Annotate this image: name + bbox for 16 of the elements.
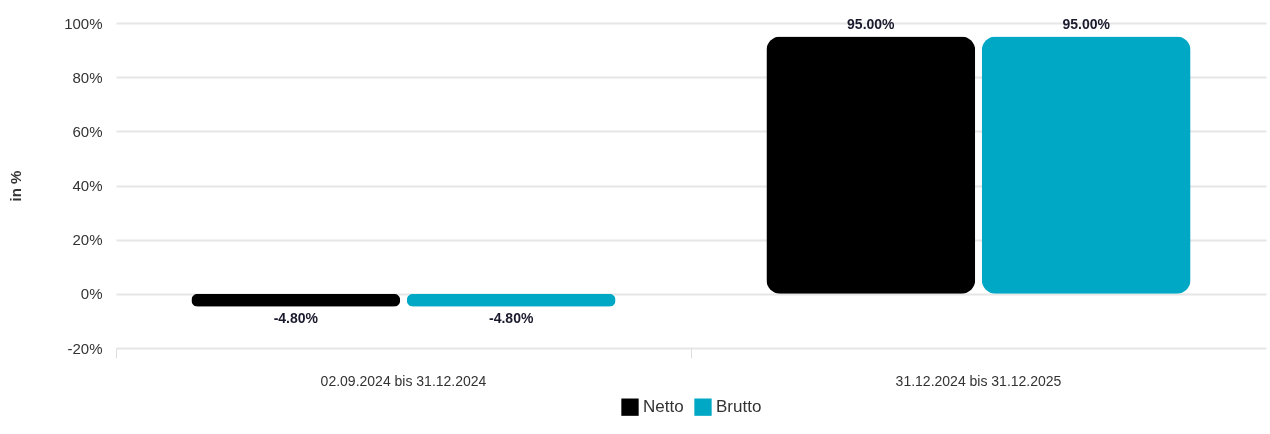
data-label: 95.00% <box>1062 15 1111 32</box>
data-label: -4.80% <box>273 309 319 326</box>
legend-label: Netto <box>643 397 684 417</box>
y-tick-label: 80% <box>72 68 103 86</box>
y-tick-label: 40% <box>72 177 103 194</box>
y-tick-label: 60% <box>72 122 103 140</box>
y-tick-label: 20% <box>72 231 103 249</box>
legend-label: Brutto <box>716 397 762 417</box>
y-tick-label: -20% <box>67 339 103 357</box>
data-label: -4.80% <box>489 309 534 326</box>
y-axis-title: in % <box>7 170 25 202</box>
y-tick-label: 0% <box>80 285 103 303</box>
x-tick-label: 02.09.2024 bis 31.12.2024 <box>320 372 487 389</box>
data-label: 95.00% <box>847 15 896 32</box>
x-tick-label: 31.12.2024 bis 31.12.2025 <box>895 372 1062 389</box>
y-tick-label: 100% <box>64 14 103 32</box>
